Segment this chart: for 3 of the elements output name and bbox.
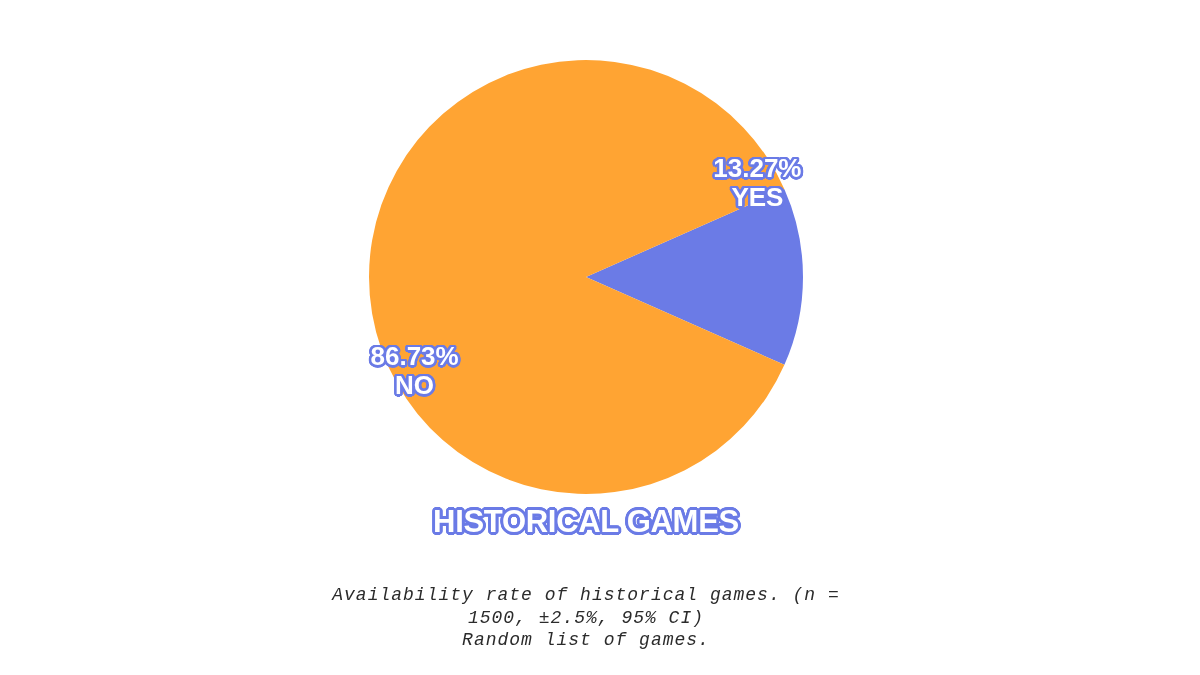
text: HISTORICAL GAMES [433,504,739,539]
text: Availability rate of historical games. (n = 1500, ±2.5%, 95% CI) [330,584,841,629]
text: Random list of games. [461,629,711,652]
